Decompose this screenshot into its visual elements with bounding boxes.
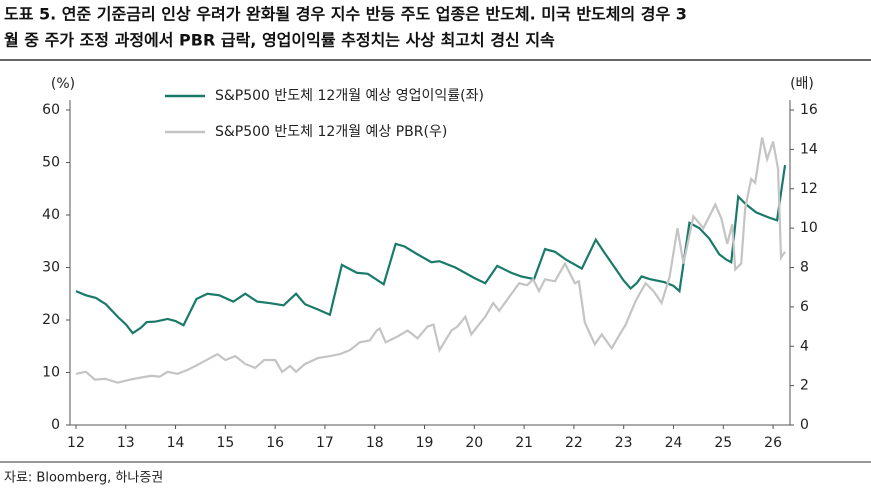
y-tick-label: 50 (42, 155, 60, 171)
x-tick-label: 25 (714, 435, 732, 451)
x-tick-label: 13 (117, 435, 135, 451)
chart-title-line: 월 중 주가 조정 과정에서 PBR 급락, 영업이익률 추정치는 사상 최고치… (4, 31, 555, 50)
y2-axis-unit: (배) (790, 76, 814, 92)
y-tick-label: 30 (42, 260, 60, 276)
x-tick-label: 15 (216, 435, 234, 451)
x-tick-label: 19 (416, 435, 434, 451)
x-tick-label: 24 (665, 435, 683, 451)
y2-tick-label: 14 (800, 141, 818, 157)
y-tick-label: 60 (42, 102, 60, 118)
x-tick-label: 12 (67, 435, 85, 451)
x-tick-label: 17 (316, 435, 334, 451)
x-tick-label: 23 (615, 435, 633, 451)
x-tick-label: 22 (565, 435, 583, 451)
legend-label: S&P500 반도체 12개월 예상 PBR(우) (215, 124, 447, 140)
legend-label: S&P500 반도체 12개월 예상 영업이익률(좌) (215, 88, 484, 104)
y-axis-unit: (%) (51, 76, 75, 92)
y2-tick-label: 10 (800, 220, 818, 236)
y2-tick-label: 2 (800, 378, 809, 394)
chart-title-line: 도표 5. 연준 기준금리 인상 우려가 완화될 경우 지수 반등 주도 업종은… (4, 5, 687, 24)
y-tick-label: 0 (51, 417, 60, 433)
x-tick-label: 20 (465, 435, 483, 451)
x-tick-label: 16 (266, 435, 284, 451)
data-line (75, 164, 787, 335)
y-tick-label: 40 (42, 207, 60, 223)
y2-tick-label: 16 (800, 102, 818, 118)
y2-tick-label: 4 (800, 338, 809, 354)
x-tick-label: 26 (764, 435, 782, 451)
data-line (75, 137, 786, 384)
y2-tick-label: 8 (800, 260, 809, 276)
x-tick-label: 14 (167, 435, 185, 451)
source: 자료: Bloomberg, 하나증권 (4, 471, 163, 486)
x-tick-label: 21 (515, 435, 533, 451)
y-tick-label: 10 (42, 365, 60, 381)
y2-tick-label: 6 (800, 299, 809, 315)
y2-tick-label: 12 (800, 181, 818, 197)
y2-tick-label: 0 (800, 417, 809, 433)
x-tick-label: 18 (366, 435, 384, 451)
y-tick-label: 20 (42, 312, 60, 328)
